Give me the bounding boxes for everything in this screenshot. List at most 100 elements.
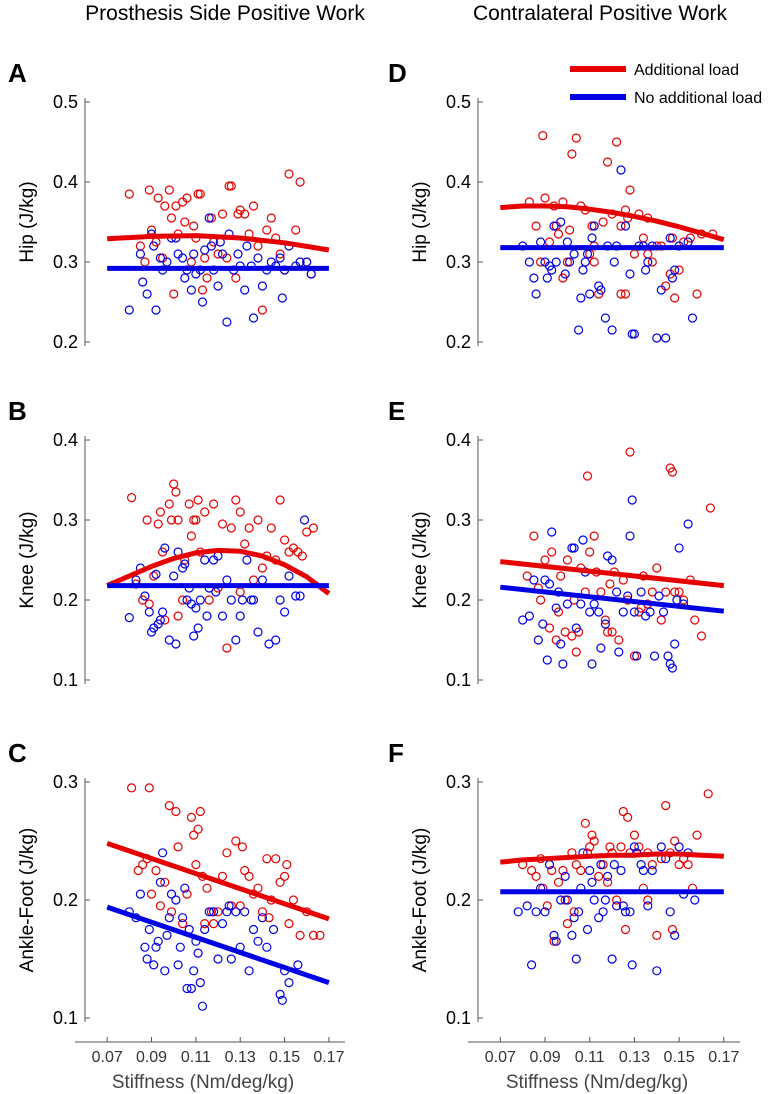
data-point: [589, 257, 599, 267]
data-point: [560, 269, 570, 279]
data-point: [578, 535, 588, 545]
data-point: [667, 663, 678, 673]
data-point: [522, 901, 532, 911]
data-point: [257, 913, 267, 923]
data-point: [602, 877, 613, 887]
data-point: [661, 800, 671, 811]
data-point: [569, 543, 579, 553]
x-axis-label-right: Stiffness (Nm/deg/kg): [506, 1072, 688, 1093]
y-tick-label: 0.1: [446, 1008, 471, 1028]
data-point: [562, 895, 573, 905]
data-point: [171, 639, 181, 649]
x-tick-label: 0.15: [269, 1049, 300, 1066]
fit-line-additional-load: [106, 547, 331, 596]
data-point: [164, 185, 174, 195]
series-additional-load: [524, 131, 718, 303]
data-point: [308, 523, 318, 533]
data-point: [169, 479, 179, 489]
data-point: [605, 842, 615, 852]
data-point: [195, 595, 205, 605]
data-point: [607, 954, 617, 964]
series-no-additional-load: [124, 213, 316, 327]
data-point: [582, 471, 593, 481]
data-point: [544, 579, 555, 589]
data-point: [257, 305, 267, 315]
data-point: [164, 635, 174, 645]
data-point: [705, 503, 716, 513]
data-point: [571, 647, 581, 657]
data-point: [213, 281, 223, 291]
data-point: [217, 918, 228, 929]
data-point: [178, 918, 188, 929]
data-point: [291, 225, 301, 235]
data-point: [189, 631, 199, 641]
data-point: [576, 599, 586, 609]
data-point: [264, 639, 274, 649]
data-point: [275, 253, 285, 263]
y-tick-label: 0.3: [53, 252, 78, 272]
data-point: [585, 842, 595, 852]
data-point: [282, 859, 292, 870]
data-point: [524, 611, 535, 621]
data-point: [140, 257, 150, 267]
data-point: [564, 257, 575, 267]
data-point: [240, 539, 250, 549]
data-point: [189, 830, 199, 840]
data-point: [643, 257, 653, 267]
data-point: [585, 865, 595, 876]
data-point: [585, 289, 595, 299]
data-point: [531, 289, 541, 299]
data-point: [178, 595, 188, 605]
data-point: [690, 895, 700, 905]
data-point: [160, 201, 170, 211]
data-point: [611, 901, 622, 911]
series-no-additional-load: [513, 842, 700, 976]
data-point: [140, 591, 150, 601]
data-point: [155, 877, 165, 887]
panel-letter: F: [388, 738, 404, 768]
data-point: [231, 907, 241, 917]
data-point: [535, 257, 546, 267]
data-point: [600, 615, 611, 625]
data-point: [244, 871, 254, 882]
data-point: [151, 569, 161, 580]
data-point: [158, 607, 168, 617]
data-point: [288, 895, 298, 905]
data-point: [266, 213, 276, 223]
x-tick-label: 0.11: [575, 1049, 605, 1066]
data-point: [222, 317, 232, 327]
data-point: [589, 836, 599, 846]
data-point: [184, 499, 194, 509]
data-point: [151, 942, 161, 952]
data-point: [670, 836, 680, 846]
data-point: [237, 842, 247, 852]
data-point: [656, 842, 666, 852]
data-point: [240, 865, 250, 876]
data-point: [585, 547, 595, 557]
data-point: [284, 571, 294, 581]
data-point: [262, 854, 272, 864]
y-tick-label: 0.1: [53, 1008, 78, 1028]
data-point: [538, 131, 548, 141]
data-point: [661, 333, 671, 343]
fit-line-additional-load: [500, 559, 725, 589]
data-point: [173, 515, 183, 525]
data-point: [643, 895, 653, 905]
data-point: [649, 651, 660, 661]
panel-letter: A: [8, 58, 27, 88]
data-point: [607, 325, 617, 335]
x-tick-label: 0.09: [529, 1049, 560, 1066]
data-point: [302, 527, 312, 537]
data-point: [524, 257, 535, 267]
data-point: [645, 607, 655, 617]
data-point: [277, 293, 287, 303]
data-point: [171, 895, 181, 905]
y-tick-label: 0.4: [53, 172, 78, 192]
data-point: [231, 836, 241, 846]
x-tick-label: 0.15: [664, 1049, 695, 1066]
data-point: [306, 269, 316, 279]
data-point: [567, 930, 577, 941]
data-point: [549, 221, 559, 231]
data-point: [616, 865, 626, 876]
data-point: [209, 907, 219, 917]
